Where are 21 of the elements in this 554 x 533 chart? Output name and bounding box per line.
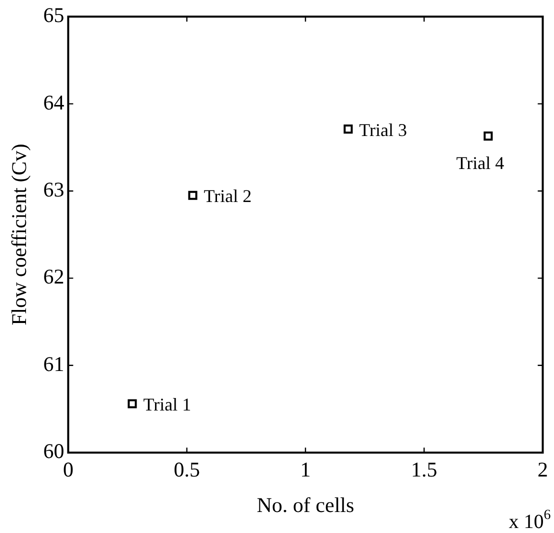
y-tick-label: 62 — [43, 264, 64, 289]
point — [188, 190, 198, 200]
y-tick-label: 64 — [43, 90, 65, 114]
x-tick-label: 0 — [62, 458, 74, 482]
x-tick-label: 2 — [538, 458, 548, 482]
y-axis-title: Flow coefficient (Cv) — [7, 144, 32, 326]
annotation: Trial 2 — [204, 186, 252, 206]
y-tick-label: 61 — [43, 352, 64, 376]
point — [128, 399, 137, 408]
x-axis-title: No. of cells — [256, 492, 354, 517]
y-tick-label: 60 — [43, 439, 64, 464]
point — [344, 124, 353, 134]
y-tick-label: 63 — [43, 178, 64, 202]
x-tick-label: 0.5 — [174, 458, 200, 482]
x-tick-label: 1.5 — [410, 458, 438, 482]
point — [484, 132, 493, 141]
annotation: Trial 3 — [359, 120, 408, 140]
x-tick-label: 1 — [300, 458, 311, 482]
annotation: Trial 4 — [456, 152, 504, 173]
annotation: Trial 1 — [143, 394, 192, 414]
y-tick-label: 65 — [43, 3, 64, 28]
